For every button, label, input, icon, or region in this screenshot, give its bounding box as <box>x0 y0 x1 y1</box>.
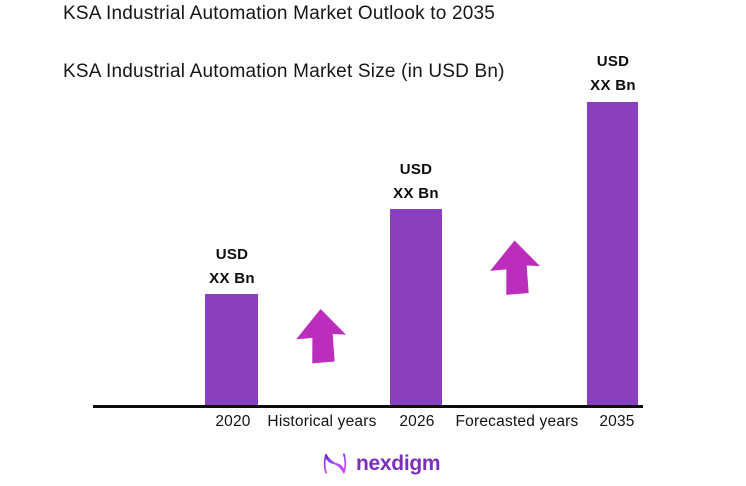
chart-subtitle: KSA Industrial Automation Market Size (i… <box>63 61 505 82</box>
value-line-amount: XX Bn <box>590 77 636 94</box>
bar-2026 <box>390 209 442 405</box>
nexdigm-logo-icon <box>323 453 347 474</box>
x-tick-2026: 2026 <box>399 413 435 430</box>
x-annotation-forecasted-years: Forecasted years <box>455 413 579 430</box>
value-line-amount: XX Bn <box>393 185 439 202</box>
value-line-usd: USD <box>596 53 630 70</box>
x-annotation-historical-years: Historical years <box>267 413 377 430</box>
up-arrow-icon <box>296 308 346 364</box>
x-tick-2020: 2020 <box>215 413 251 430</box>
bar-value-label-2035: USD XX Bn <box>558 50 668 98</box>
bar-value-label-2026: USD XX Bn <box>361 158 471 206</box>
chart-title: KSA Industrial Automation Market Outlook… <box>63 3 496 24</box>
up-arrow-icon <box>490 240 540 295</box>
x-tick-2035: 2035 <box>599 413 635 430</box>
x-axis-line <box>93 405 643 408</box>
bar-2035 <box>587 102 638 405</box>
value-line-usd: USD <box>399 161 433 178</box>
nexdigm-logo: nexdigm <box>320 448 441 479</box>
bar-value-label-2020: USD XX Bn <box>177 243 287 291</box>
bar-2020 <box>205 294 258 405</box>
value-line-usd: USD <box>215 246 249 263</box>
nexdigm-logo-text: nexdigm <box>356 451 441 475</box>
value-line-amount: XX Bn <box>209 270 255 287</box>
